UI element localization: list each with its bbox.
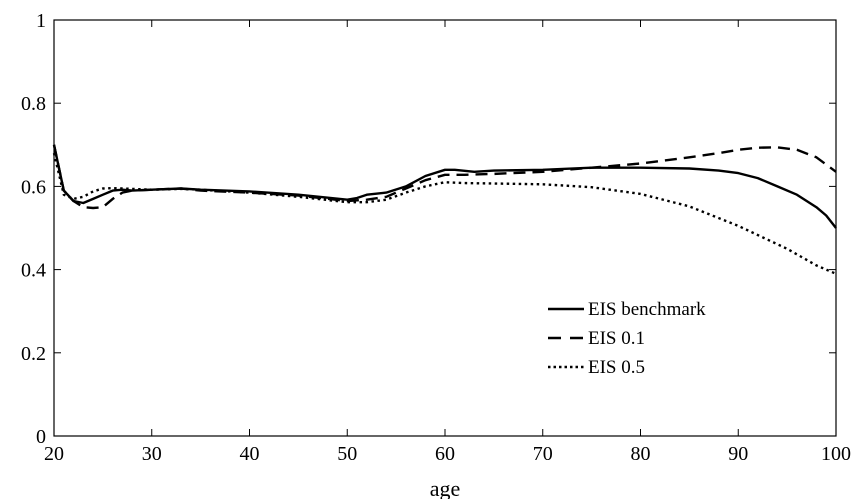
- legend-label: EIS 0.1: [588, 328, 645, 349]
- x-tick-label: 70: [533, 443, 553, 465]
- y-axis-ticks: 0 0.2 0.4 0.6 0.8 1: [21, 10, 836, 448]
- series-line-eis-0-1: [52, 144, 837, 210]
- x-tick-label: 80: [631, 443, 651, 465]
- legend-label: EIS benchmark: [588, 299, 706, 320]
- x-tick-label: 90: [728, 443, 748, 465]
- x-tick-label: 30: [142, 443, 162, 465]
- y-tick-label: 0.4: [21, 260, 46, 282]
- plot-area: [53, 19, 837, 437]
- series-line-eis-benchmark: [52, 144, 837, 229]
- y-tick-label: 0: [36, 426, 46, 448]
- legend: EIS benchmark EIS 0.1 EIS 0.5: [548, 299, 706, 378]
- plot-frame: [53, 19, 837, 437]
- series-line-eis-0-5: [52, 152, 837, 275]
- legend-label: EIS 0.5: [588, 357, 645, 378]
- y-tick-label: 0.6: [21, 176, 46, 198]
- x-tick-label: 60: [435, 443, 455, 465]
- x-tick-label: 20: [44, 443, 64, 465]
- y-tick-label: 0.8: [21, 93, 46, 115]
- x-tick-label: 40: [240, 443, 260, 465]
- series-lines: [52, 144, 837, 275]
- x-tick-label: 50: [337, 443, 357, 465]
- x-tick-label: 100: [821, 443, 851, 465]
- x-axis-ticks: 20 30 40 50 60 70 80 90 100: [44, 20, 851, 465]
- y-tick-label: 1: [36, 10, 46, 32]
- y-tick-label: 0.2: [21, 343, 46, 365]
- x-axis-title: age: [430, 476, 461, 499]
